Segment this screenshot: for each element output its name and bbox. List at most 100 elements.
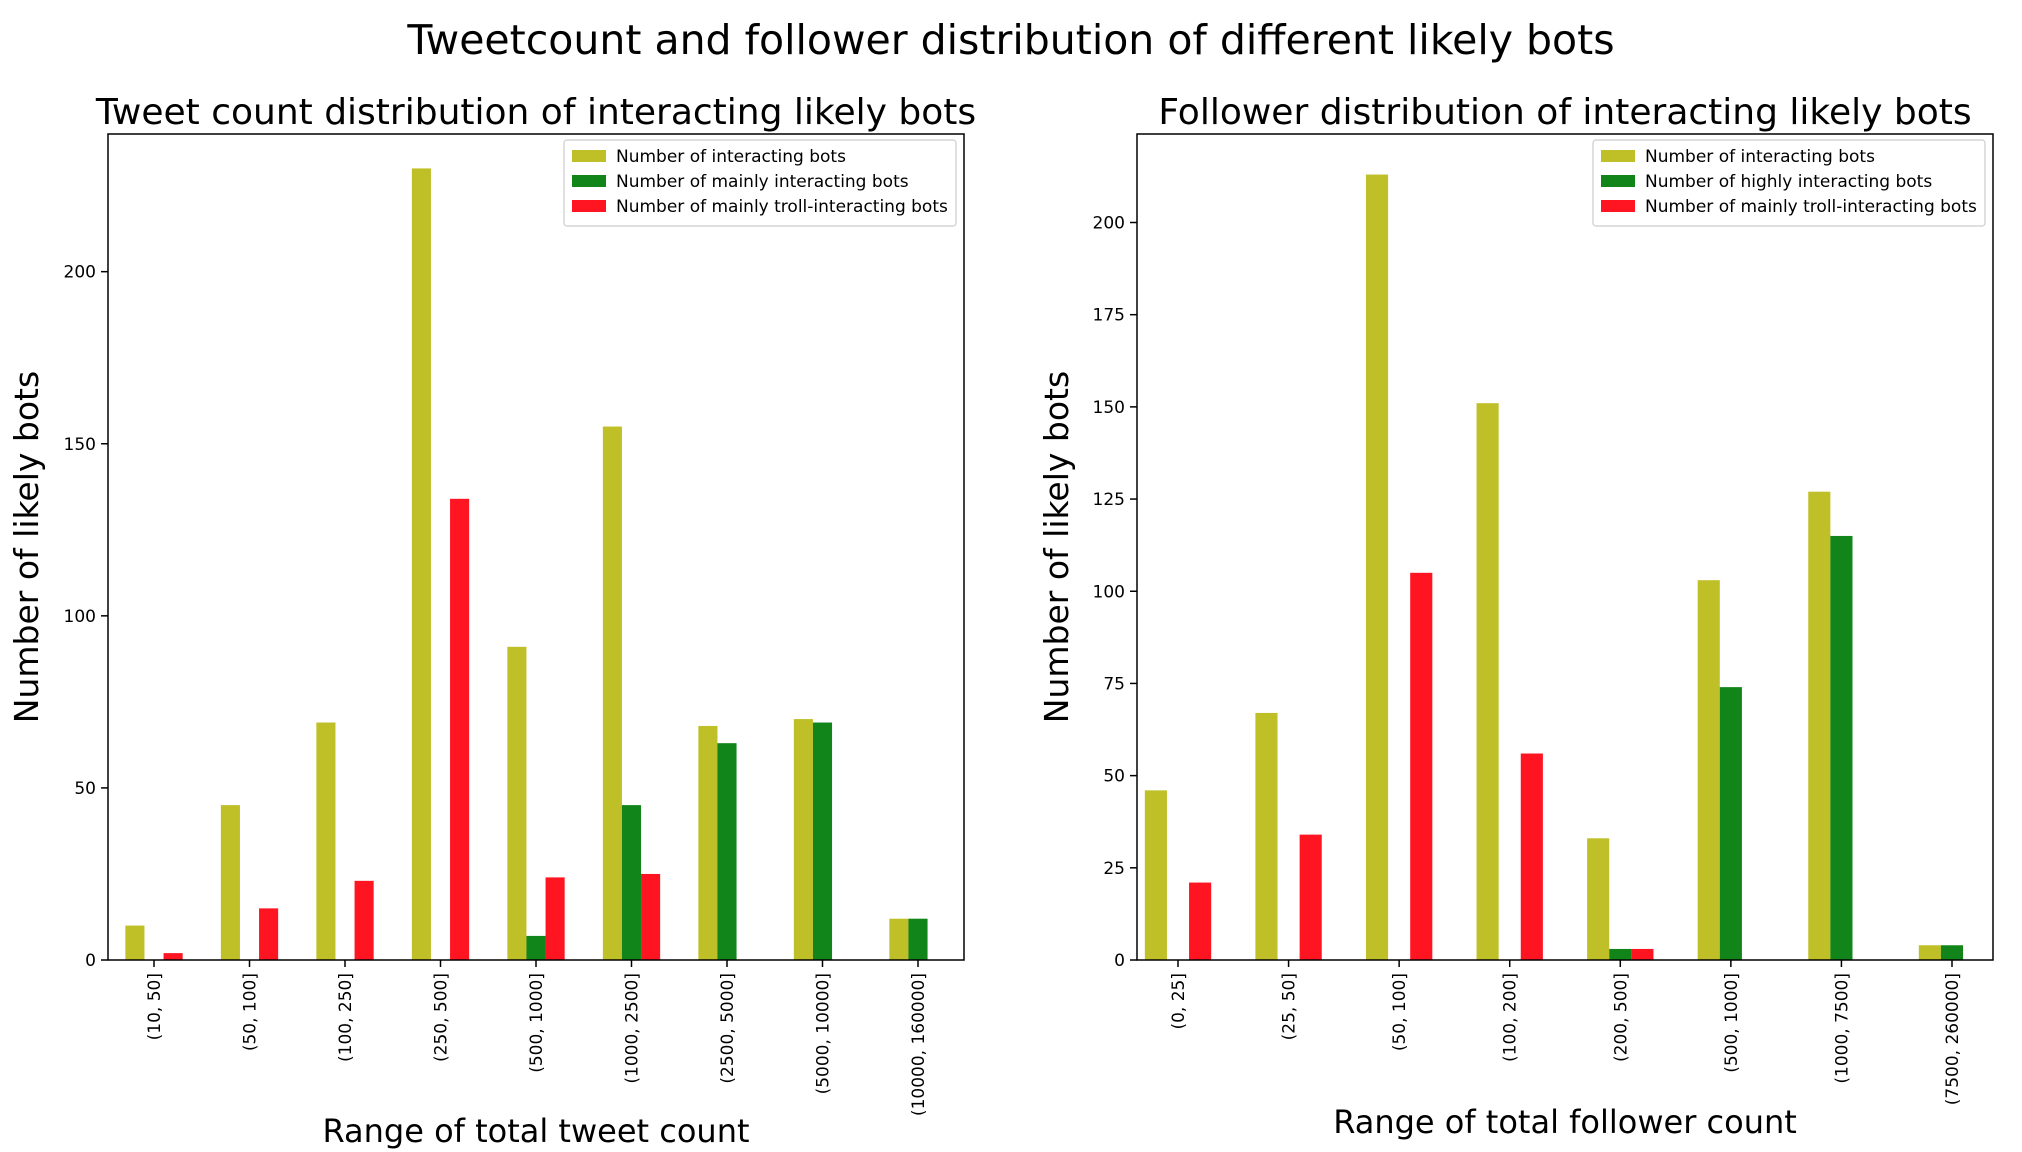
y-tick-label: 50 [1103, 767, 1125, 787]
x-tick-label: (50, 100] [241, 973, 261, 1051]
x-tick-label: (200, 500] [1611, 973, 1631, 1062]
bar [125, 925, 145, 960]
y-tick-label: 25 [1103, 859, 1125, 879]
x-axis-label: Range of total tweet count [322, 1112, 749, 1150]
series-2 [163, 498, 661, 960]
chart-title: Follower distribution of interacting lik… [1158, 92, 1971, 133]
bar [1587, 838, 1610, 960]
bar [717, 743, 737, 960]
bar [354, 880, 374, 960]
bar [641, 873, 661, 960]
y-tick-label: 0 [1114, 951, 1125, 971]
legend-swatch [1601, 200, 1635, 212]
y-tick-label: 50 [74, 779, 96, 799]
bar [1299, 834, 1322, 960]
x-tick-label: (5000, 10000] [814, 973, 834, 1094]
bar [1609, 948, 1632, 960]
bar [1365, 174, 1389, 960]
y-axis-label: Number of likely bots [7, 371, 46, 723]
y-axis-label: Number of likely bots [1037, 371, 1076, 723]
figure-title: Tweetcount and follower distribution of … [406, 16, 1614, 64]
x-axis-label: Range of total follower count [1333, 1103, 1797, 1141]
legend: Number of interacting bots Number of main… [563, 139, 957, 227]
series-0 [1144, 174, 1941, 960]
x-tick-label: (1000, 7500] [1832, 973, 1852, 1084]
bar [220, 805, 240, 960]
y-tick-label: 150 [64, 435, 96, 455]
x-tick-label: (500, 1000] [527, 973, 547, 1073]
legend-entry: Number of mainly troll-interacting bots [616, 197, 948, 217]
y-tick-label: 100 [64, 607, 96, 627]
bar [1830, 535, 1853, 960]
y-tick-label: 0 [85, 951, 96, 971]
series-1 [1609, 535, 1964, 960]
y-tick-label: 100 [1093, 582, 1125, 602]
x-tick-label: (10000, 160000] [909, 973, 929, 1116]
bar [602, 426, 622, 961]
bar [507, 646, 527, 960]
bar [545, 877, 565, 960]
x-tick-label: (25, 50] [1280, 973, 1300, 1040]
x-tick-label: (0, 25] [1169, 973, 1189, 1030]
bar [1631, 948, 1654, 960]
bar [1255, 712, 1278, 960]
legend-entry: Number of interacting bots [616, 147, 846, 167]
bar [411, 168, 431, 960]
bar [163, 953, 183, 960]
x-tick-label: (2500, 5000] [718, 973, 738, 1084]
y-tick-label: 175 [1093, 306, 1125, 326]
bar [450, 498, 470, 960]
series-2 [1189, 572, 1654, 960]
bar [1144, 790, 1167, 960]
chart-title: Tweet count distribution of interacting … [95, 92, 976, 133]
x-tick-label: (10, 50] [145, 973, 165, 1040]
bar [1808, 491, 1831, 960]
bar [889, 918, 909, 960]
plot-frame [1136, 133, 1994, 961]
bar [1410, 572, 1433, 960]
bar [316, 722, 336, 960]
bar [259, 908, 279, 960]
legend-box [1592, 139, 1986, 227]
bar [1940, 945, 1964, 960]
bar [812, 722, 833, 960]
y-tick-label: 125 [1093, 490, 1125, 510]
bar [1189, 882, 1212, 960]
bar [793, 719, 813, 960]
legend-box [563, 139, 957, 227]
x-tick-label: (100, 200] [1501, 973, 1521, 1062]
tweet-count-chart: Tweet count distribution of interacting … [7, 92, 976, 1150]
x-tick-label: (50, 100] [1390, 973, 1410, 1051]
bar [1918, 945, 1941, 960]
follower-chart: Follower distribution of interacting lik… [1037, 92, 1994, 1141]
legend-entry: Number of interacting bots [1645, 147, 1875, 167]
legend-swatch [572, 175, 606, 187]
y-tick-label: 200 [64, 263, 96, 283]
bar [1697, 580, 1720, 960]
bar [698, 725, 718, 960]
legend: Number of interacting bots Number of high… [1592, 139, 1986, 227]
legend-entry: Number of mainly interacting bots [616, 172, 909, 192]
x-tick-label: (100, 250] [336, 973, 356, 1062]
bar [908, 918, 928, 960]
legend-swatch [1601, 150, 1635, 162]
legend-entry: Number of mainly troll-interacting bots [1645, 197, 1977, 217]
legend-swatch [572, 200, 606, 212]
series-0 [125, 168, 909, 961]
bar [1719, 687, 1742, 960]
x-tick-label: (500, 1000] [1722, 973, 1742, 1073]
x-tick-label: (250, 500] [432, 973, 452, 1062]
y-tick-label: 75 [1103, 674, 1125, 694]
legend-swatch [1601, 175, 1635, 187]
bar [1476, 403, 1499, 960]
x-tick-label: (7500, 260000] [1943, 973, 1963, 1105]
legend-entry: Number of highly interacting bots [1645, 172, 1932, 192]
y-tick-label: 200 [1093, 214, 1125, 234]
series-1 [526, 722, 928, 960]
bar [621, 805, 642, 960]
y-tick-label: 150 [1093, 398, 1125, 418]
legend-swatch [572, 150, 606, 162]
x-tick-label: (1000, 2500] [623, 973, 643, 1084]
bar [1520, 753, 1543, 960]
